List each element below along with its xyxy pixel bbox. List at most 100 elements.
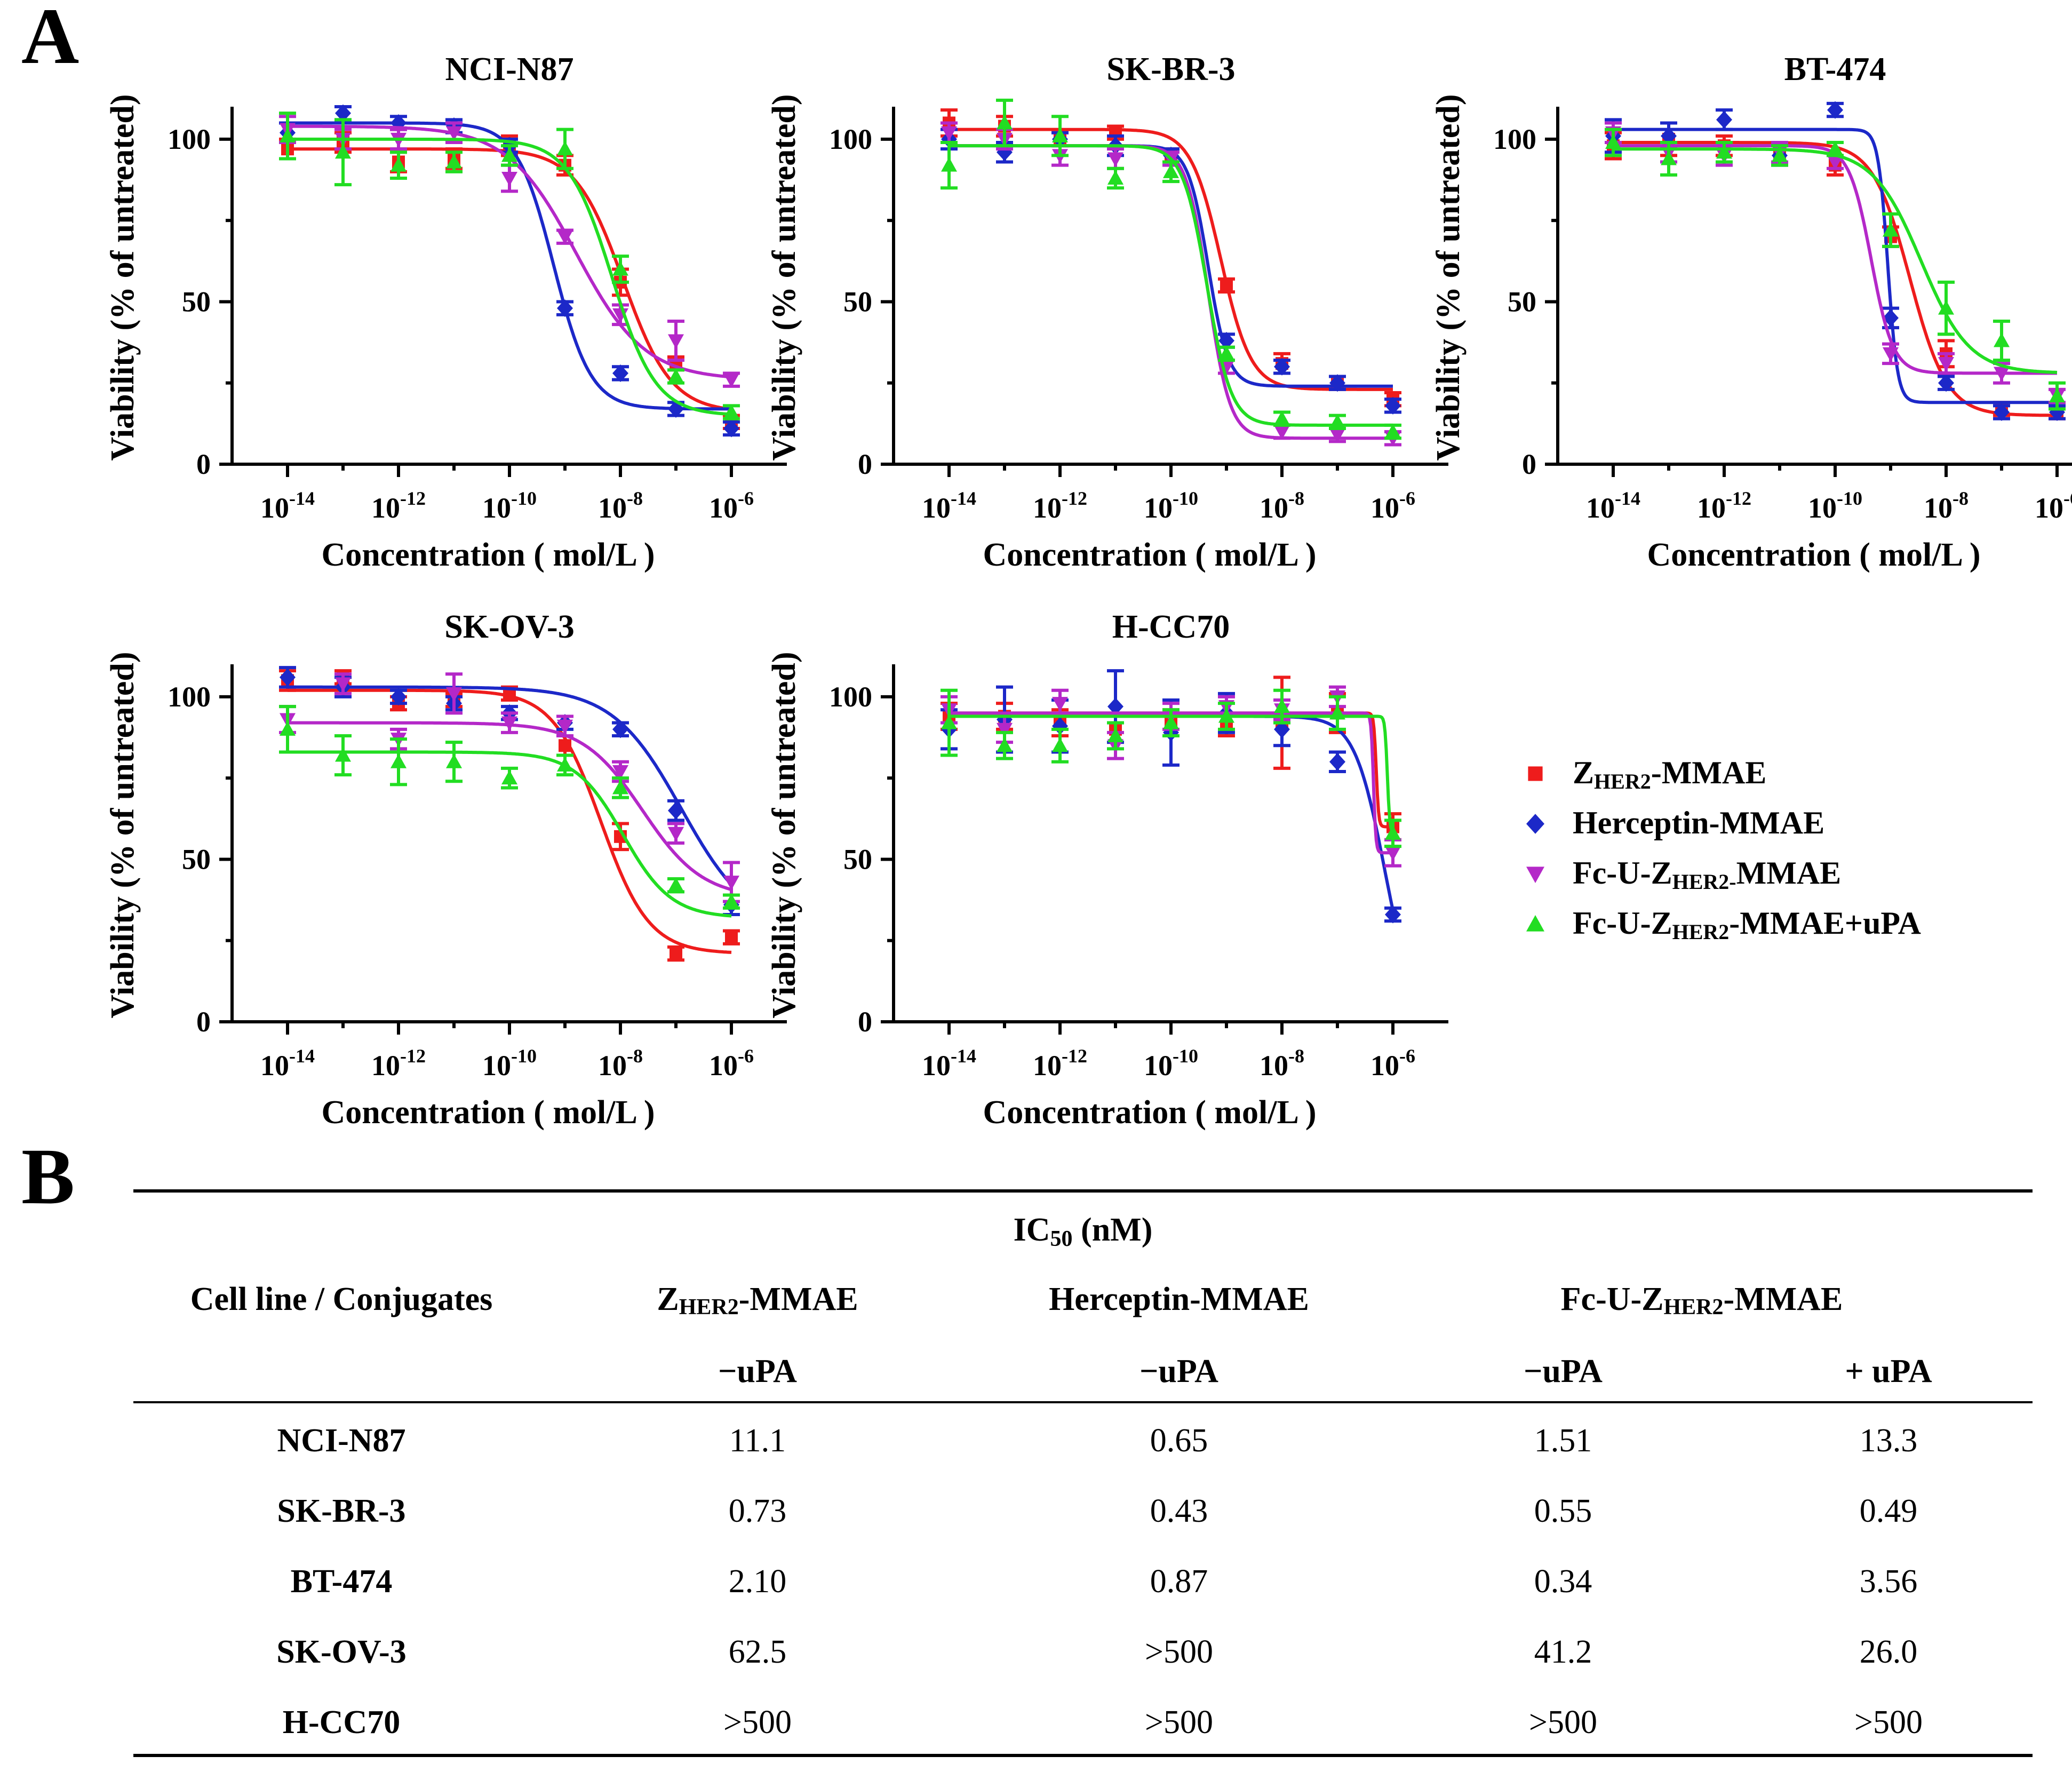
data-point (1827, 101, 1843, 119)
x-tick-label: 10-14 (260, 1045, 315, 1082)
data-point (723, 373, 739, 388)
cell-line-name: NCI-N87 (277, 1423, 405, 1459)
x-tick-label: 10-14 (1586, 488, 1640, 524)
ic50-value: 3.56 (1860, 1563, 1918, 1600)
data-point (280, 668, 296, 686)
ic50-value: 0.73 (729, 1493, 787, 1529)
ic50-header: IC50 (nM) (1014, 1212, 1153, 1251)
data-point (1218, 708, 1234, 723)
cell-line-name: BT-474 (291, 1563, 393, 1600)
x-tick-label: 10-8 (1924, 488, 1969, 524)
data-point (668, 368, 684, 383)
y-tick-label: 50 (843, 285, 872, 317)
panel-label-a: A (21, 0, 79, 81)
data-point (335, 677, 351, 692)
x-tick-label: 10-14 (922, 1045, 976, 1082)
data-point (1163, 714, 1179, 729)
data-point (668, 334, 684, 349)
data-point (557, 299, 573, 317)
data-point (391, 157, 407, 172)
y-tick-label: 0 (858, 448, 872, 480)
y-tick-label: 50 (1508, 285, 1536, 317)
data-point (1385, 396, 1401, 415)
data-point (446, 154, 462, 169)
y-axis-label: Viability (% of untreated) (766, 94, 802, 460)
data-point (1938, 300, 1954, 315)
chart-bt-474: BT-474 0 50 100 10-14 10-12 10-10 10-8 10-6 Conce… (1430, 51, 2072, 573)
data-point (1163, 163, 1179, 178)
ic50-value: 62.5 (729, 1634, 787, 1670)
legend-item-fcu_upa: Fc-U-ZHER2-MMAE+uPA (1526, 905, 1921, 944)
legend-item-zher2: ZHER2-MMAE (1528, 755, 1766, 793)
ic50-value: 0.65 (1150, 1423, 1208, 1459)
data-point (997, 115, 1013, 130)
data-point (1329, 414, 1345, 428)
data-point (1218, 345, 1234, 360)
data-point (1274, 425, 1290, 440)
table-row: BT-474 2.10 0.87 0.34 3.56 (291, 1563, 1918, 1600)
data-point (670, 947, 682, 960)
data-point (501, 147, 517, 162)
x-tick-label: 10-8 (1260, 1045, 1304, 1082)
data-point (612, 780, 628, 794)
col-header-zher2: ZHER2-MMAE (657, 1281, 858, 1320)
y-tick-label: 0 (858, 1006, 872, 1038)
y-axis-label: Viability (% of untreated) (105, 94, 141, 460)
data-point (1716, 110, 1732, 129)
data-point (1220, 279, 1233, 292)
x-tick-label: 10-6 (1370, 488, 1415, 524)
table-row: SK-OV-3 62.5 >500 41.2 26.0 (276, 1634, 1917, 1670)
ic50-value: 26.0 (1860, 1634, 1918, 1670)
data-point (1385, 825, 1401, 840)
x-tick-label: 10-10 (1144, 1045, 1198, 1082)
x-tick-label: 10-6 (709, 488, 754, 524)
data-point (612, 765, 628, 780)
data-point (559, 739, 571, 752)
y-axis-label: Viability (% of untreated) (1430, 94, 1467, 460)
x-tick-label: 10-6 (709, 1045, 754, 1082)
ic50-value: 0.87 (1150, 1563, 1208, 1600)
data-point (391, 753, 407, 768)
series-fcu_upa (279, 705, 740, 918)
ic50-value: >500 (1145, 1634, 1213, 1670)
y-axis-label: Viability (% of untreated) (105, 651, 141, 1018)
chart-title: SK-BR-3 (1106, 51, 1235, 88)
y-tick-label: 50 (843, 843, 872, 875)
chart-nci-n87: NCI-N87 0 50 100 10-14 10-12 10-10 10-8 10-6 Conc… (105, 51, 787, 573)
data-point (1716, 144, 1732, 159)
data-point (723, 893, 739, 908)
ic50-value: 0.43 (1150, 1493, 1208, 1529)
ic50-value: 13.3 (1860, 1423, 1918, 1459)
fit-curve-zher2 (949, 128, 1393, 391)
fit-curve-fcu_upa (288, 137, 732, 416)
data-point (941, 126, 957, 141)
x-tick-label: 10-10 (1808, 488, 1862, 524)
legend-item-herceptin: Herceptin-MMAE (1526, 805, 1824, 840)
data-point (1329, 753, 1345, 771)
data-point (1274, 698, 1290, 713)
x-tick-label: 10-12 (1033, 1045, 1087, 1082)
x-axis-label: Concentration ( mol/L ) (321, 1094, 655, 1131)
data-point (280, 128, 296, 142)
chart-title: NCI-N87 (445, 51, 573, 88)
subheader-fcu-plus-upa: + uPA (1845, 1353, 1932, 1389)
y-axis-label: Viability (% of untreated) (766, 651, 802, 1018)
data-point (1107, 152, 1123, 167)
legend-marker (1526, 915, 1544, 932)
y-tick-label: 100 (1493, 123, 1536, 155)
data-point (941, 157, 957, 172)
data-point (1661, 150, 1677, 165)
y-tick-label: 0 (1522, 448, 1536, 480)
data-point (1605, 134, 1621, 149)
data-point (446, 126, 462, 141)
table-row: SK-BR-3 0.73 0.43 0.55 0.49 (277, 1493, 1917, 1529)
x-tick-label: 10-8 (598, 1045, 643, 1082)
x-tick-label: 10-6 (2035, 488, 2072, 524)
x-axis-label: Concentration ( mol/L ) (1647, 537, 1980, 573)
data-point (612, 261, 628, 276)
cell-line-name: SK-OV-3 (276, 1634, 406, 1670)
data-point (335, 747, 351, 762)
data-point (1329, 374, 1345, 392)
legend: ZHER2-MMAE Herceptin-MMAE Fc-U-ZHER2-MMAE F… (1526, 755, 1921, 944)
data-point (1827, 141, 1843, 156)
